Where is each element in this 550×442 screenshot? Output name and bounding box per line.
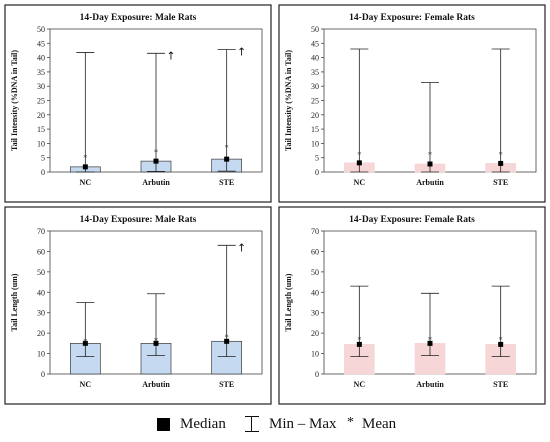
panel-2-ytick-label: 25 bbox=[311, 97, 319, 106]
panel-3-ytick-label: 60 bbox=[37, 247, 45, 256]
panel-1-median-point bbox=[82, 164, 88, 170]
legend-item-minmax: Min – Max bbox=[245, 414, 337, 434]
panel-1-ytick-label: 35 bbox=[37, 68, 45, 77]
panel-3-title: 14-Day Exposure: Male Rats bbox=[80, 215, 197, 225]
panel-1-ytick-label: 50 bbox=[37, 25, 45, 34]
panel-1-ytick-label: 0 bbox=[41, 168, 45, 177]
panel-1-ytick-label: 20 bbox=[37, 111, 45, 120]
panel-3-ytick-label: 70 bbox=[37, 227, 45, 236]
panel-3-mean-point: * bbox=[225, 333, 229, 342]
panel-4-ytick-label: 0 bbox=[315, 370, 319, 379]
panel-2-ytick-label: 15 bbox=[311, 125, 319, 134]
legend-item-mean: * Mean bbox=[347, 414, 396, 434]
panel-2-xtick-label: NC bbox=[354, 178, 366, 187]
panel-4-xtick-label: Arbutin bbox=[416, 380, 444, 389]
panel-3-mean-point: * bbox=[154, 336, 158, 345]
panel-4-ytick-label: 10 bbox=[311, 350, 319, 359]
panel-2-title: 14-Day Exposure: Female Rats bbox=[349, 13, 475, 23]
panel-4-ytick-label: 30 bbox=[311, 309, 319, 318]
panel-2-ytick-label: 45 bbox=[311, 39, 319, 48]
panel-3-xtick-label: Arbutin bbox=[142, 380, 170, 389]
panel-2-ytick-label: 40 bbox=[311, 54, 319, 63]
panel-4-xtick-label: NC bbox=[354, 380, 366, 389]
panel-3-mean-point: * bbox=[83, 337, 87, 346]
panel-2-mean-point: * bbox=[499, 150, 503, 159]
panel-4-ytick-label: 20 bbox=[311, 329, 319, 338]
panel-1-title: 14-Day Exposure: Male Rats bbox=[80, 13, 197, 23]
panel-4-median-point bbox=[427, 340, 433, 346]
panel-2-ylabel: Tail Intensity (%DNA in Tail) bbox=[284, 50, 293, 151]
panel-4-mean-point: * bbox=[428, 335, 432, 344]
panel-1-significance-arrow: ↑ bbox=[166, 49, 175, 62]
panel-4-ytick-label: 50 bbox=[311, 268, 319, 277]
panel-1-ytick-label: 45 bbox=[37, 39, 45, 48]
legend: Median Min – Max * Mean bbox=[0, 406, 550, 442]
panel-4-mean-point: * bbox=[499, 335, 503, 344]
panel-4-median-point bbox=[498, 341, 504, 347]
panel-2-median-point bbox=[427, 161, 433, 167]
panel-4-ylabel: Tail Length (um) bbox=[284, 273, 293, 331]
whisker-icon bbox=[245, 415, 259, 433]
panel-1-xtick-label: STE bbox=[219, 178, 234, 187]
panel-3-significance-arrow: ↑ bbox=[237, 241, 246, 254]
legend-median-label: Median bbox=[180, 415, 226, 432]
panel-1-significance-arrow: ↑ bbox=[237, 46, 246, 59]
panel-4-title: 14-Day Exposure: Female Rats bbox=[349, 215, 475, 225]
panel-3-ytick-label: 30 bbox=[37, 309, 45, 318]
panel-1-ytick-label: 5 bbox=[41, 154, 45, 163]
panel-1-ylabel: Tail Intensity (%DNA in Tail) bbox=[10, 50, 19, 151]
panel-1-ytick-label: 10 bbox=[37, 139, 45, 148]
panel-2-ytick-label: 0 bbox=[315, 168, 319, 177]
panel-4-ytick-label: 40 bbox=[311, 288, 319, 297]
panel-3-ytick-label: 20 bbox=[37, 329, 45, 338]
panel-1-mean-point: * bbox=[154, 148, 158, 157]
panel-2-mean-point: * bbox=[428, 150, 432, 159]
panel-3-ytick-label: 40 bbox=[37, 288, 45, 297]
panel-4-xtick-label: STE bbox=[493, 380, 508, 389]
legend-mean-label: Mean bbox=[362, 415, 397, 432]
panel-1-median-point bbox=[224, 156, 230, 162]
panel-3-median-point bbox=[153, 340, 159, 346]
panel-2-ytick-label: 5 bbox=[315, 154, 319, 163]
panel-2-ytick-label: 10 bbox=[311, 139, 319, 148]
panel-3-ytick-label: 50 bbox=[37, 268, 45, 277]
panel-2-xtick-label: STE bbox=[493, 178, 508, 187]
panel-1-mean-point: * bbox=[225, 144, 229, 153]
median-square-icon bbox=[157, 417, 170, 431]
panel-2-ytick-label: 20 bbox=[311, 111, 319, 120]
panel-2-xtick-label: Arbutin bbox=[416, 178, 444, 187]
panel-4-ytick-label: 60 bbox=[311, 247, 319, 256]
panel-3-xtick-label: STE bbox=[219, 380, 234, 389]
panel-4-ytick-label: 70 bbox=[311, 227, 319, 236]
panel-3-ytick-label: 0 bbox=[41, 370, 45, 379]
panel-2-ytick-label: 50 bbox=[311, 25, 319, 34]
panel-2-median-point bbox=[498, 160, 504, 166]
panel-1-ytick-label: 40 bbox=[37, 54, 45, 63]
asterisk-icon: * bbox=[347, 414, 354, 430]
panel-2-mean-point: * bbox=[357, 150, 361, 159]
panel-3-median-point bbox=[82, 340, 88, 346]
legend-item-median: Median bbox=[157, 414, 226, 434]
panel-1-xtick-label: NC bbox=[80, 178, 92, 187]
panel-3-median-point bbox=[224, 338, 230, 344]
legend-minmax-label: Min – Max bbox=[269, 415, 337, 432]
panel-2-median-point bbox=[356, 160, 362, 166]
panel-1-mean-point: * bbox=[83, 154, 87, 163]
panel-2-ytick-label: 30 bbox=[311, 82, 319, 91]
panel-1-ytick-label: 30 bbox=[37, 82, 45, 91]
panel-4-mean-point: * bbox=[357, 335, 361, 344]
panel-1-xtick-label: Arbutin bbox=[142, 178, 170, 187]
panel-3-ylabel: Tail Length (um) bbox=[10, 273, 19, 331]
panel-1-ytick-label: 25 bbox=[37, 97, 45, 106]
panel-4-median-point bbox=[356, 341, 362, 347]
panel-2-ytick-label: 35 bbox=[311, 68, 319, 77]
panel-3-ytick-label: 10 bbox=[37, 350, 45, 359]
panel-1-ytick-label: 15 bbox=[37, 125, 45, 134]
panel-3-xtick-label: NC bbox=[80, 380, 92, 389]
panel-1-median-point bbox=[153, 158, 159, 164]
